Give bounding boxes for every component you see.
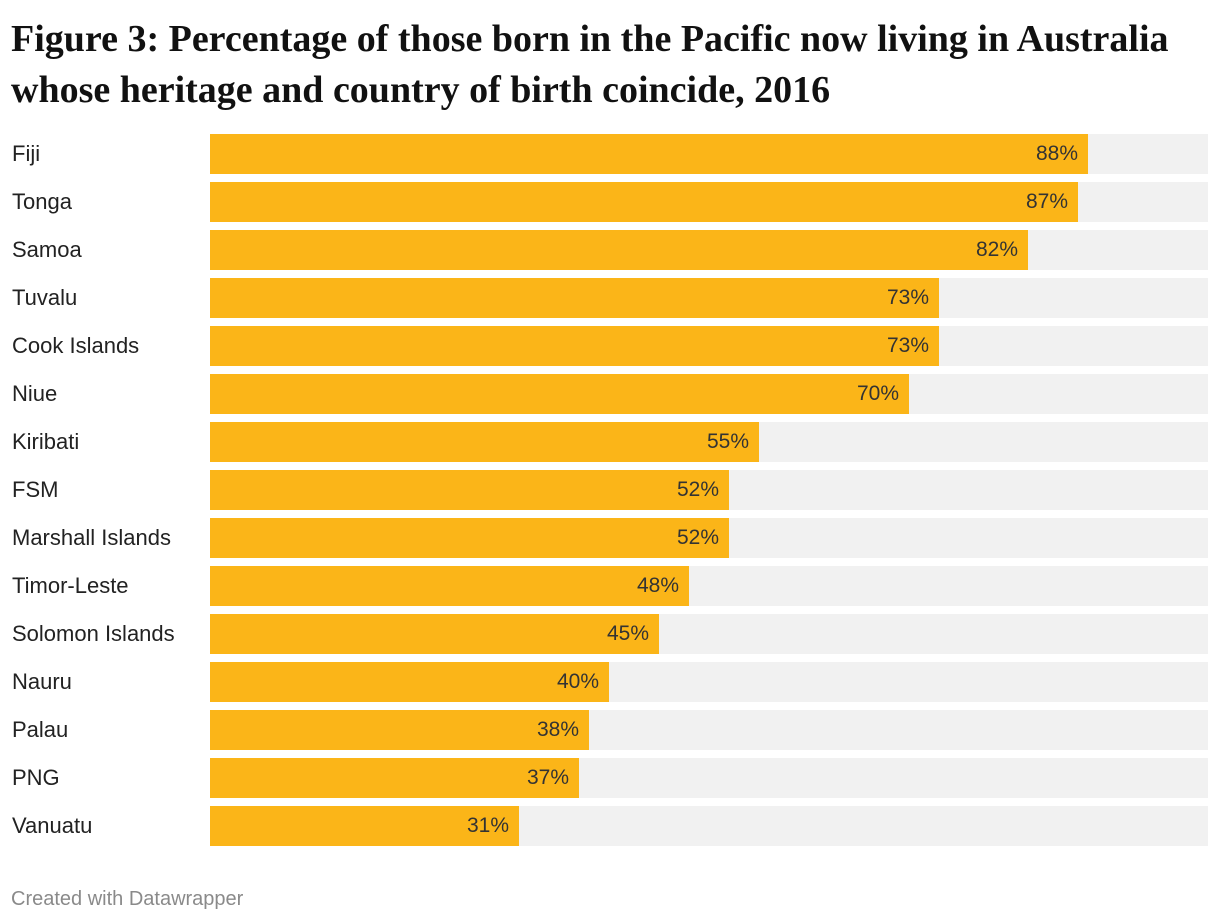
bar <box>210 374 909 414</box>
category-label: Vanuatu <box>12 813 93 838</box>
category-label: Nauru <box>12 669 72 694</box>
bar-value-label: 88% <box>1035 142 1078 165</box>
bar <box>210 614 659 654</box>
category-label: Niue <box>12 381 58 406</box>
category-label: Tuvalu <box>12 285 78 310</box>
bar <box>210 662 609 702</box>
datawrapper-credit: Created with Datawrapper <box>11 888 244 910</box>
bar-value-label: 40% <box>556 670 599 693</box>
category-label: Samoa <box>12 237 82 262</box>
category-label: Solomon Islands <box>12 621 175 646</box>
bar-value-label: 37% <box>526 766 569 789</box>
bar <box>210 182 1078 222</box>
bar-value-label: 45% <box>606 622 649 645</box>
category-label: PNG <box>12 765 60 790</box>
bar <box>210 518 729 558</box>
bar-value-label: 55% <box>706 430 749 453</box>
bar <box>210 230 1028 270</box>
category-label: Palau <box>12 717 69 742</box>
bar <box>210 710 589 750</box>
bar <box>210 326 939 366</box>
bar <box>210 806 519 846</box>
category-label: Tonga <box>12 189 72 214</box>
bar-value-label: 48% <box>636 574 679 597</box>
bar-value-label: 52% <box>676 526 719 549</box>
bar-value-label: 73% <box>886 334 929 357</box>
bar-value-label: 52% <box>676 478 719 501</box>
bar <box>210 278 939 318</box>
bar-value-label: 87% <box>1025 190 1068 213</box>
category-label: Marshall Islands <box>12 525 171 550</box>
bar-value-label: 73% <box>886 286 929 309</box>
bar-value-label: 38% <box>536 718 579 741</box>
bar <box>210 566 689 606</box>
bar <box>210 758 579 798</box>
bar-value-label: 82% <box>975 238 1018 261</box>
bar <box>210 422 759 462</box>
category-label: Kiribati <box>12 429 80 454</box>
category-label: Fiji <box>12 141 41 166</box>
bar-value-label: 31% <box>466 814 509 837</box>
bar-value-label: 70% <box>856 382 899 405</box>
bar <box>210 470 729 510</box>
category-label: FSM <box>12 477 59 502</box>
category-label: Cook Islands <box>12 333 140 358</box>
category-label: Timor-Leste <box>12 573 129 598</box>
bar <box>210 134 1088 174</box>
chart-title: Figure 3: Percentage of those born in th… <box>11 18 1169 111</box>
